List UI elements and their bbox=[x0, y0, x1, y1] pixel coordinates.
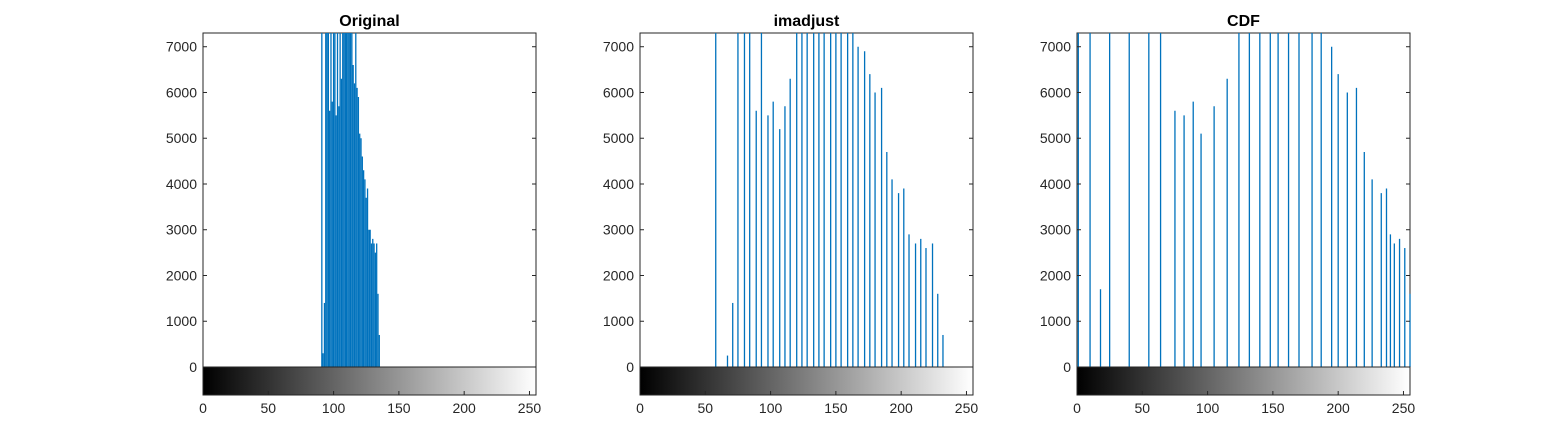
y-tick-label: 4000 bbox=[603, 176, 634, 192]
x-tick-label: 250 bbox=[955, 400, 979, 416]
subplot-3: 0 50 100 150 200 250 0 1000 2000 3000 4000 5000 6000… bbox=[1040, 13, 1416, 416]
chart-title: Original bbox=[339, 13, 399, 30]
x-tick-label: 50 bbox=[698, 400, 714, 416]
y-tick-label: 4000 bbox=[1040, 176, 1071, 192]
y-tick-label: 3000 bbox=[603, 222, 634, 238]
y-tick-label: 1000 bbox=[166, 313, 197, 329]
y-tick-label: 5000 bbox=[166, 130, 197, 146]
y-tick-label: 7000 bbox=[166, 39, 197, 55]
subplot-2: 0 50 100 150 200 250 0 1000 2000 3000 4000 5000 6000… bbox=[603, 13, 979, 416]
x-tick-label: 0 bbox=[1073, 400, 1081, 416]
x-tick-label: 50 bbox=[261, 400, 277, 416]
y-tick-label: 0 bbox=[1063, 359, 1071, 375]
chart-title: CDF bbox=[1227, 13, 1260, 30]
y-tick-label: 2000 bbox=[603, 267, 634, 283]
x-tick-label: 100 bbox=[322, 400, 346, 416]
x-tick-label: 250 bbox=[518, 400, 542, 416]
x-tick-label: 200 bbox=[1326, 400, 1350, 416]
y-tick-label: 6000 bbox=[1040, 84, 1071, 100]
y-tick-label: 7000 bbox=[603, 39, 634, 55]
x-tick-label: 100 bbox=[759, 400, 783, 416]
x-tick-label: 50 bbox=[1135, 400, 1151, 416]
y-tick-label: 7000 bbox=[1040, 39, 1071, 55]
y-tick-label: 1000 bbox=[1040, 313, 1071, 329]
x-tick-label: 200 bbox=[889, 400, 913, 416]
x-tick-label: 150 bbox=[387, 400, 411, 416]
plot-area bbox=[202, 32, 537, 368]
y-tick-label: 3000 bbox=[1040, 222, 1071, 238]
chart-title: imadjust bbox=[774, 13, 840, 30]
y-tick-label: 0 bbox=[189, 359, 197, 375]
y-tick-label: 5000 bbox=[603, 130, 634, 146]
y-tick-label: 1000 bbox=[603, 313, 634, 329]
x-tick-label: 200 bbox=[452, 400, 476, 416]
y-tick-label: 2000 bbox=[166, 267, 197, 283]
y-tick-label: 5000 bbox=[1040, 130, 1071, 146]
grayscale-colorbar bbox=[639, 366, 974, 396]
x-tick-label: 0 bbox=[636, 400, 644, 416]
y-tick-label: 2000 bbox=[1040, 267, 1071, 283]
x-tick-label: 100 bbox=[1196, 400, 1220, 416]
subplot-1: 0 50 100 150 200 250 0 1000 2000 3000 4000 5000 6000… bbox=[166, 13, 542, 416]
y-tick-label: 6000 bbox=[166, 84, 197, 100]
grayscale-colorbar bbox=[202, 366, 537, 396]
y-tick-label: 6000 bbox=[603, 84, 634, 100]
plot-area bbox=[1076, 32, 1411, 368]
y-tick-label: 3000 bbox=[166, 222, 197, 238]
plot-area bbox=[639, 32, 974, 368]
x-tick-label: 250 bbox=[1392, 400, 1416, 416]
x-tick-label: 150 bbox=[1261, 400, 1285, 416]
grayscale-colorbar bbox=[1076, 366, 1411, 396]
y-tick-label: 0 bbox=[626, 359, 634, 375]
x-tick-label: 0 bbox=[199, 400, 207, 416]
y-tick-label: 4000 bbox=[166, 176, 197, 192]
x-tick-label: 150 bbox=[824, 400, 848, 416]
